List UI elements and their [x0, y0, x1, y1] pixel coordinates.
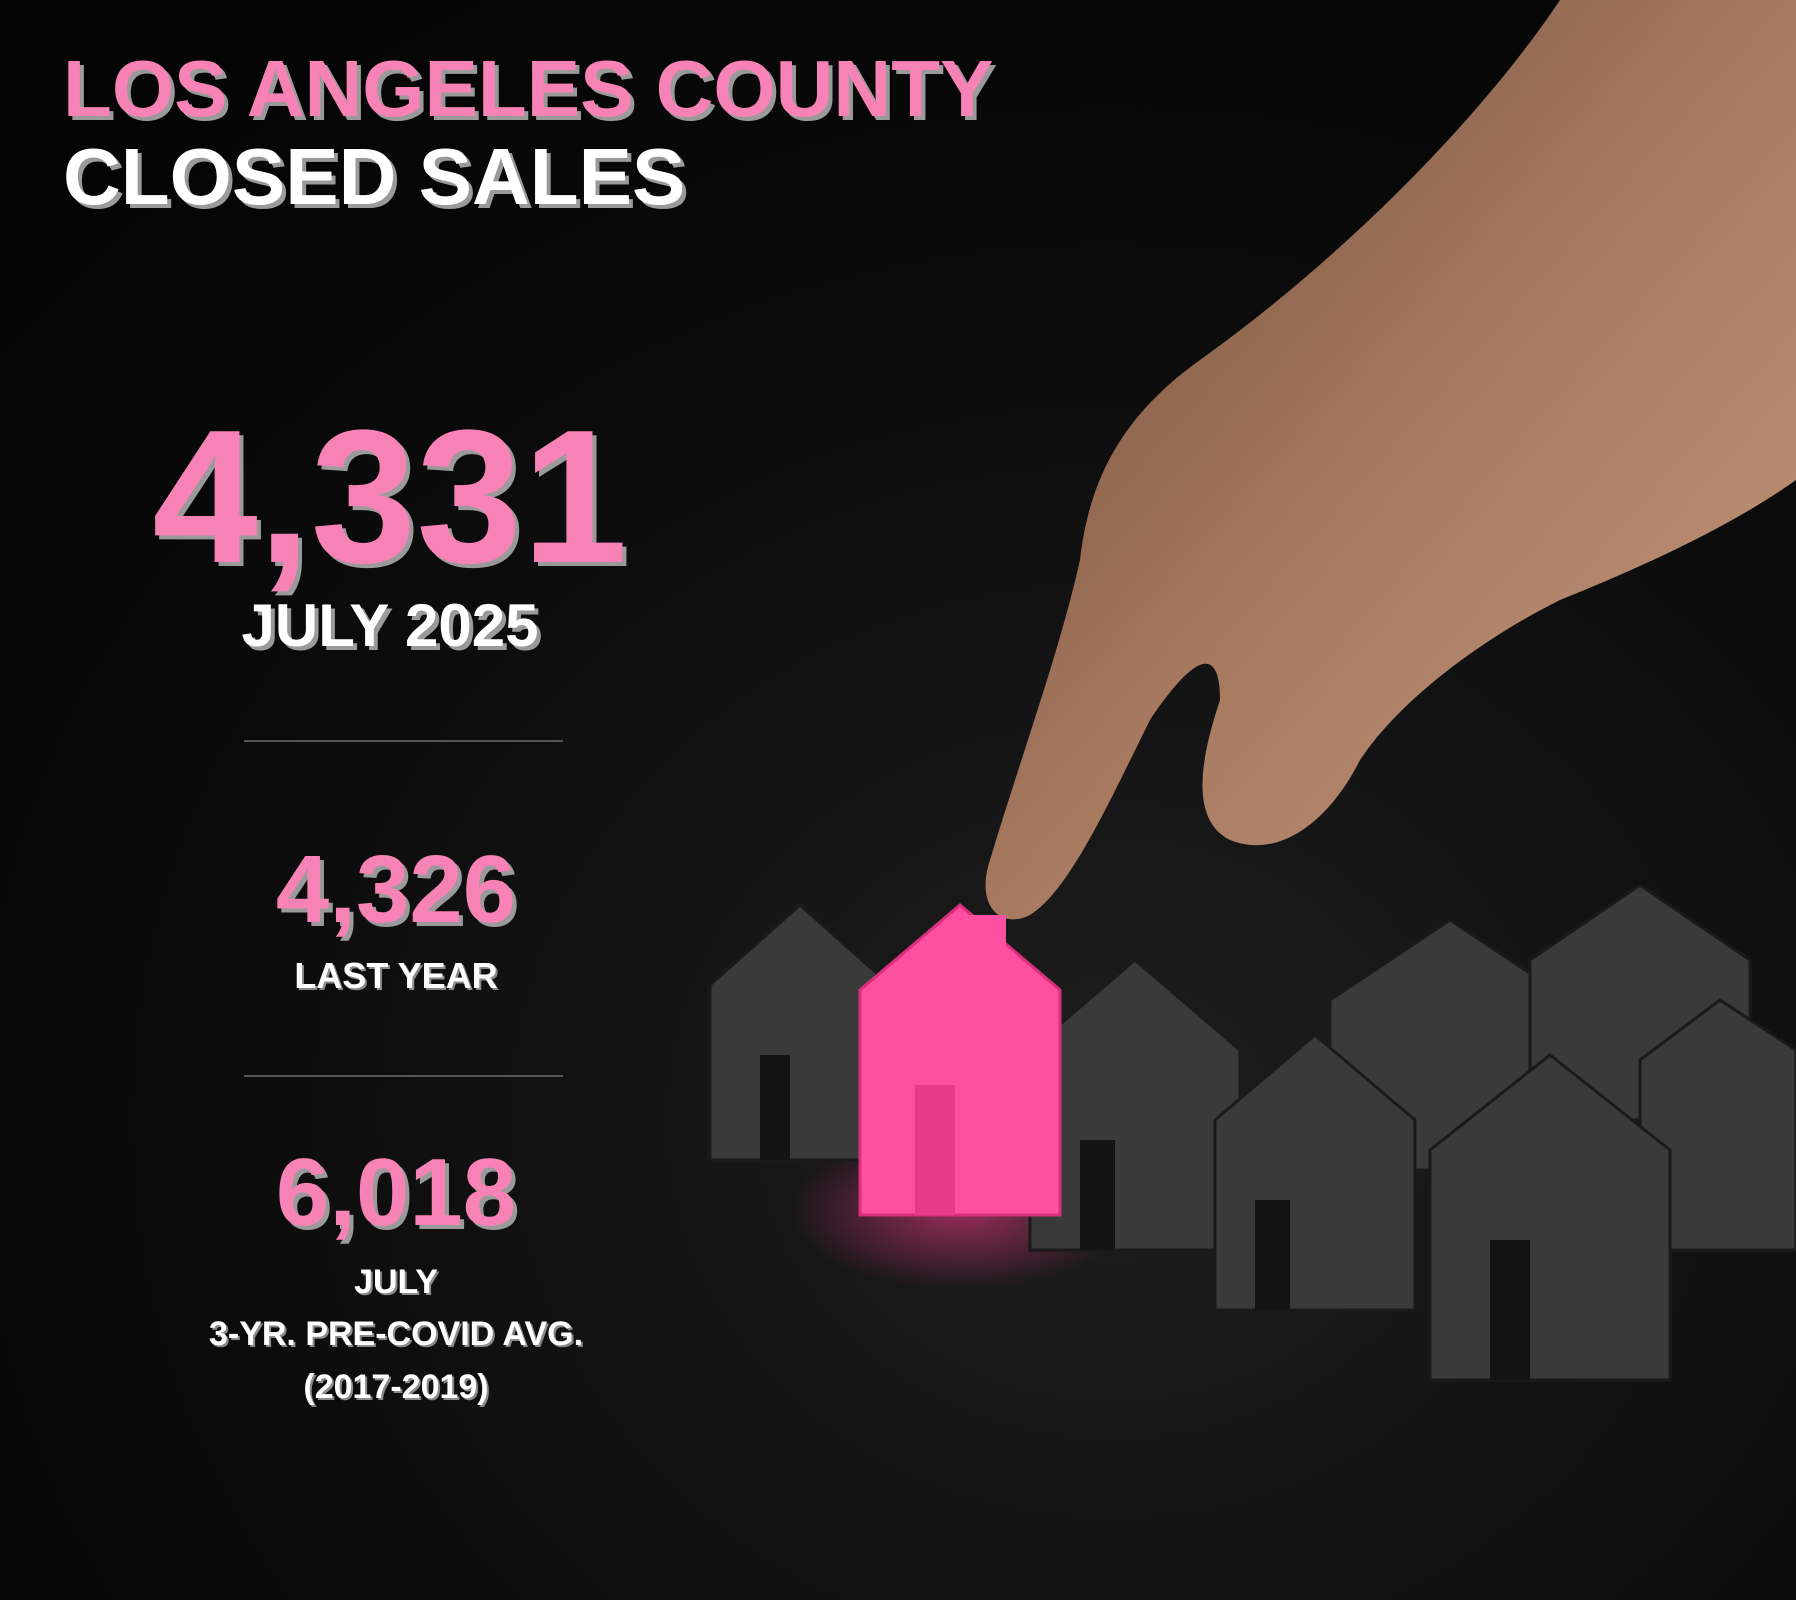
stat-label: (2017-2019)	[303, 1368, 488, 1406]
stat-value: 6,018	[276, 1139, 516, 1246]
stat-label: LAST YEAR	[294, 955, 497, 996]
stat-value: 4,326	[276, 836, 516, 943]
stat-label: JULY	[354, 1263, 438, 1301]
stat-label: 3-YR. PRE-COVID AVG.	[209, 1315, 583, 1353]
hand-illustration	[985, 0, 1796, 920]
stat-label: JULY 2025	[242, 592, 539, 659]
title-line-1: LOS ANGELES COUNTY	[63, 44, 993, 133]
title-line-2: CLOSED SALES	[63, 132, 685, 221]
houses-illustration	[708, 883, 1796, 1382]
stat-value: 4,331	[152, 391, 627, 603]
